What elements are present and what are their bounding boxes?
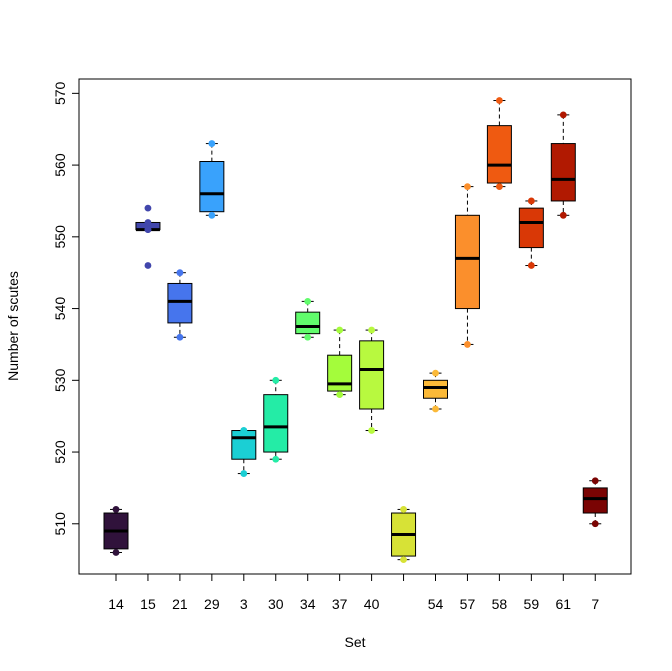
box-rect (263, 394, 289, 453)
x-tick-label: 7 (591, 596, 599, 612)
box-rect (486, 125, 512, 184)
box-group (486, 97, 512, 191)
box-rect (550, 143, 576, 202)
data-point (144, 262, 152, 269)
box-rect (423, 379, 448, 399)
x-axis: 14 15 21 29 3 30 34 37 40 54 57 58 59 61 7 (108, 573, 599, 612)
data-point (208, 140, 216, 147)
box-group (167, 269, 193, 341)
data-point (336, 326, 344, 334)
data-point (496, 183, 503, 191)
data-point (144, 204, 152, 212)
data-point (144, 226, 152, 234)
data-point (464, 341, 471, 348)
data-point (112, 506, 120, 513)
box-group (518, 197, 544, 269)
box-group (103, 506, 129, 556)
box-rect (518, 207, 544, 249)
data-point (559, 111, 567, 119)
plot-frame (78, 78, 632, 575)
x-tick-label: 14 (108, 596, 124, 612)
data-point (496, 97, 503, 104)
data-point (591, 520, 599, 528)
y-tick-label: 510 (52, 512, 68, 536)
x-tick-label: 54 (428, 596, 444, 612)
x-tick-label: 3 (240, 596, 248, 612)
data-point (432, 405, 439, 413)
box-group (199, 140, 225, 219)
box-rect (327, 354, 353, 392)
data-point (240, 427, 248, 434)
data-point (400, 506, 407, 513)
box-group (550, 111, 576, 219)
box-group (263, 376, 289, 463)
y-tick-label: 560 (52, 153, 68, 177)
x-tick-label: 59 (524, 596, 540, 612)
x-tick-label: 57 (460, 596, 476, 612)
y-axis-title: Number of scutes (5, 271, 21, 381)
x-tick-label: 30 (268, 596, 284, 612)
data-point (176, 333, 184, 341)
x-axis-title: Set (344, 634, 365, 650)
box-rect (167, 282, 193, 324)
data-point (240, 470, 248, 477)
box-rect (199, 161, 225, 213)
box-group (295, 297, 321, 341)
x-tick-label: 37 (332, 596, 348, 612)
box-rect (359, 340, 385, 410)
data-point (176, 269, 184, 277)
x-tick-label: 15 (140, 596, 156, 612)
data-point (368, 326, 375, 334)
data-point (368, 427, 375, 434)
box-rect (231, 430, 257, 460)
x-tick-label: 58 (492, 596, 508, 612)
y-tick-label: 530 (52, 368, 68, 392)
data-point (336, 391, 344, 399)
box-group (423, 369, 448, 413)
data-point (304, 333, 312, 341)
data-point (272, 376, 280, 384)
x-tick-label: 40 (364, 596, 380, 612)
box-group (359, 326, 385, 434)
data-point (208, 211, 216, 219)
box-group (582, 477, 608, 528)
data-point (527, 197, 535, 205)
box-group (231, 427, 257, 477)
box-group (391, 506, 417, 564)
x-tick-label: 29 (204, 596, 220, 612)
box-group (327, 326, 353, 399)
data-point (400, 556, 407, 564)
box-group (135, 204, 161, 269)
data-point (527, 262, 535, 269)
boxes-layer (103, 97, 608, 564)
data-point (304, 297, 312, 305)
x-tick-label: 61 (556, 596, 572, 612)
data-point (464, 183, 471, 191)
box-group (454, 183, 480, 348)
box-rect (582, 487, 608, 514)
y-tick-label: 520 (52, 440, 68, 464)
y-tick-label: 540 (52, 297, 68, 321)
box-rect (454, 214, 480, 310)
x-tick-label: 34 (300, 596, 316, 612)
data-point (432, 369, 439, 377)
data-point (144, 219, 152, 226)
data-point (559, 211, 567, 219)
data-point (591, 477, 599, 485)
box-rect (295, 311, 321, 335)
data-point (272, 455, 280, 463)
data-point (112, 549, 120, 556)
y-tick-label: 550 (52, 225, 68, 249)
y-axis: 510 520 530 540 550 560 570 (52, 81, 80, 536)
x-tick-label: 21 (172, 596, 188, 612)
y-tick-label: 570 (52, 81, 68, 105)
